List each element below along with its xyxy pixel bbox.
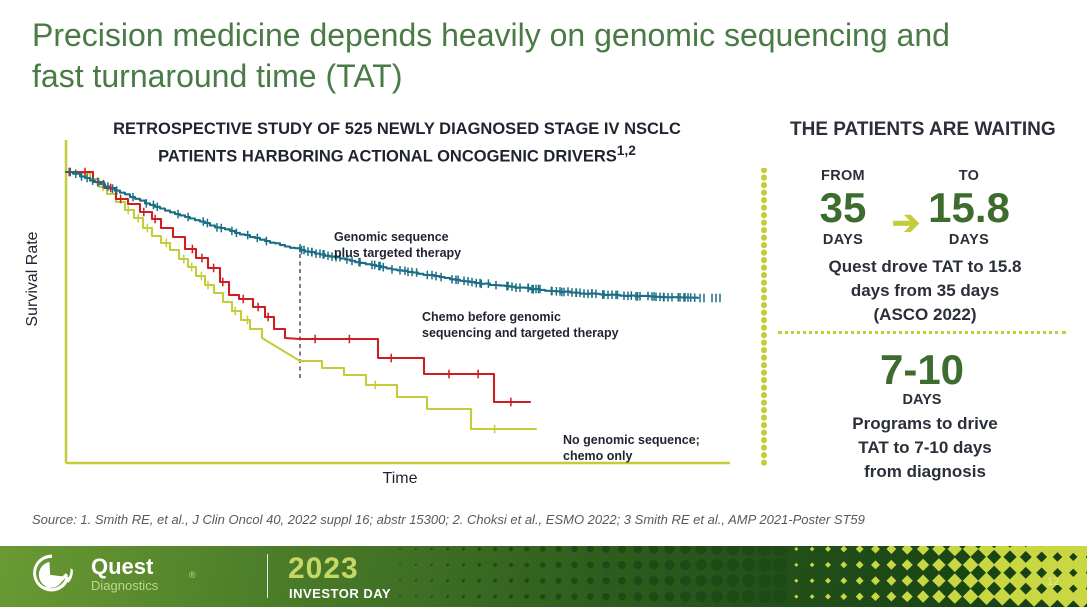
svg-text:®: ® <box>189 570 196 580</box>
svg-text:Quest: Quest <box>91 554 154 579</box>
svg-text:Diagnostics: Diagnostics <box>91 578 159 593</box>
